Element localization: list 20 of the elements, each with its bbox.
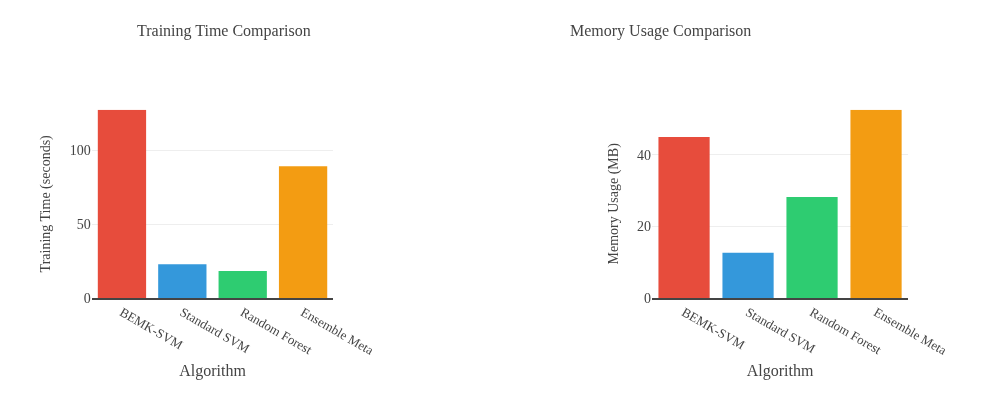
y-axis-title: Training Time (seconds) (38, 134, 55, 273)
bar (278, 166, 328, 298)
y-tick-label: 0 (83, 290, 91, 306)
x-axis-title: Algorithm (179, 362, 247, 381)
bar (218, 271, 267, 298)
bar (850, 109, 902, 298)
bar (658, 136, 710, 298)
y-tick-label: 0 (644, 290, 652, 306)
bar (722, 252, 774, 298)
y-tick-label: 40 (637, 147, 652, 163)
chart-title: Training Time Comparison (137, 22, 311, 40)
y-tick-label: 50 (76, 216, 91, 232)
bar (97, 109, 147, 298)
y-axis-title: Memory Usage (MB) (605, 142, 622, 265)
bar (786, 197, 838, 298)
chart-title: Memory Usage Comparison (570, 22, 752, 40)
y-tick-label: 20 (637, 219, 652, 235)
y-tick-label: 100 (69, 143, 91, 159)
x-axis-title: Algorithm (746, 362, 814, 381)
bar (158, 264, 207, 298)
